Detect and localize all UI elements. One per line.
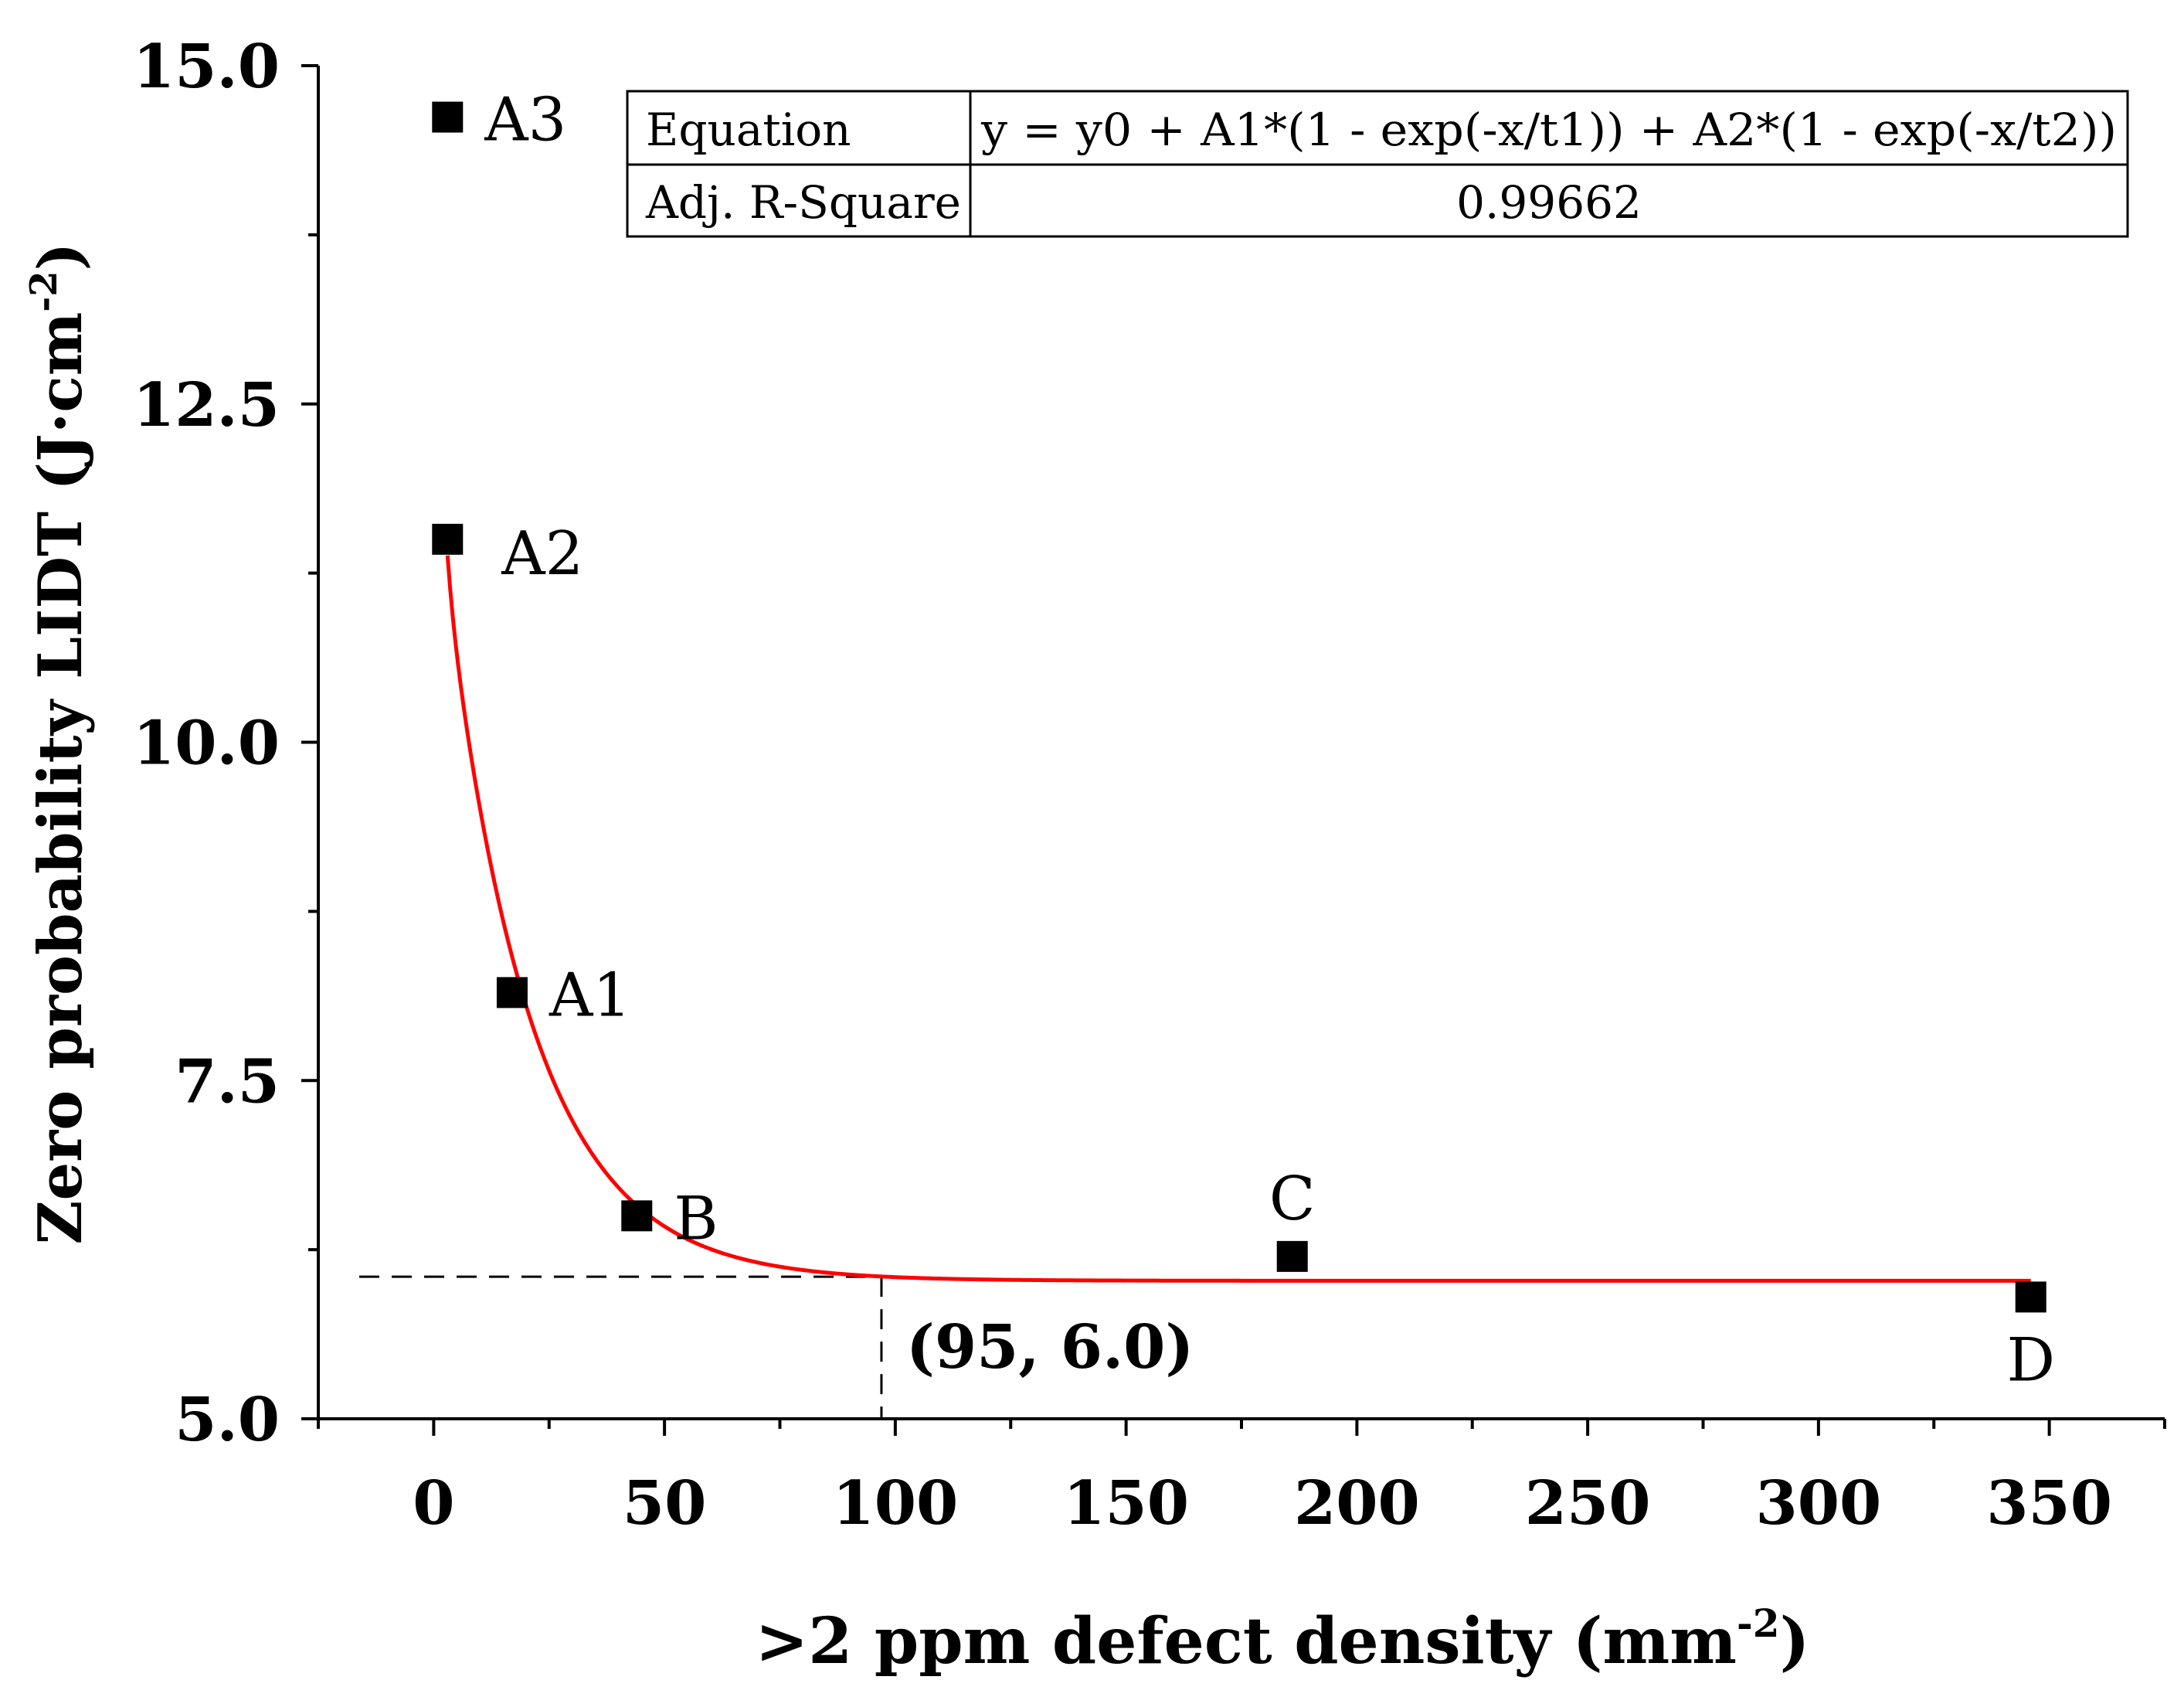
y-axis-title-main: Zero probability LIDT (J·cm [25,312,96,1245]
fit-curve-layer [445,555,2031,1283]
reference-lines: (95, 6.0) [359,1275,1194,1419]
axis-ticks: 0 50 100 150 200 250 300 350 5.0 7.5 10.0 12.5 15.0 [133,32,2166,1539]
x-tick-label: 250 [1525,1468,1651,1539]
fit-curve [445,555,2031,1283]
data-point-b [621,1200,653,1232]
fit-table-r-square-value: 0.99662 [1456,176,1642,229]
data-point-a3 [432,101,464,133]
y-axis-title: Zero probability LIDT (J·cm-2) [22,243,96,1245]
x-axis-title: >2 ppm defect density (mm-2) [756,1600,1810,1678]
x-axis-title-end: ) [1780,1604,1810,1678]
data-point-label-a2: A2 [501,519,583,589]
reference-point-label: (95, 6.0) [906,1312,1194,1382]
x-tick-label: 300 [1755,1468,1881,1539]
data-point-label-d: D [2006,1325,2055,1395]
data-point-a1 [496,977,528,1008]
y-tick-label: 7.5 [175,1046,280,1117]
fit-table-equation-value: y = y0 + A1*(1 - exp(-x/t1)) + A2*(1 - e… [980,104,2117,156]
x-axis-title-sup: -2 [1737,1600,1780,1646]
fit-table-equation-key: Equation [646,104,851,156]
x-tick-label: 350 [1986,1468,2112,1539]
data-point-label-a3: A3 [484,86,566,155]
data-point-a2 [432,523,464,555]
data-point-c [1276,1240,1308,1272]
y-axis-title-end: ) [25,243,96,271]
y-axis-title-sup: -2 [22,270,66,311]
data-point-d [2015,1281,2046,1313]
y-tick-label: 12.5 [133,370,280,440]
fit-table: Equation y = y0 + A1*(1 - exp(-x/t1)) + … [626,90,2129,238]
x-axis-title-main: >2 ppm defect density (mm [756,1604,1737,1678]
data-point-label-b: B [674,1184,718,1253]
x-tick-label: 200 [1294,1468,1420,1539]
x-tick-label: 50 [623,1468,707,1539]
y-tick-label: 15.0 [133,32,280,102]
y-tick-label: 5.0 [175,1385,280,1455]
data-points: A3 A2 A1 B C D [432,86,2055,1395]
fit-table-r-square-key: Adj. R-Square [645,176,961,229]
data-point-label-c: C [1269,1165,1316,1234]
x-tick-label: 0 [413,1468,454,1539]
data-point-label-a1: A1 [549,961,631,1030]
x-tick-label: 100 [832,1468,958,1539]
x-tick-label: 150 [1063,1468,1189,1539]
y-tick-label: 10.0 [133,709,280,779]
